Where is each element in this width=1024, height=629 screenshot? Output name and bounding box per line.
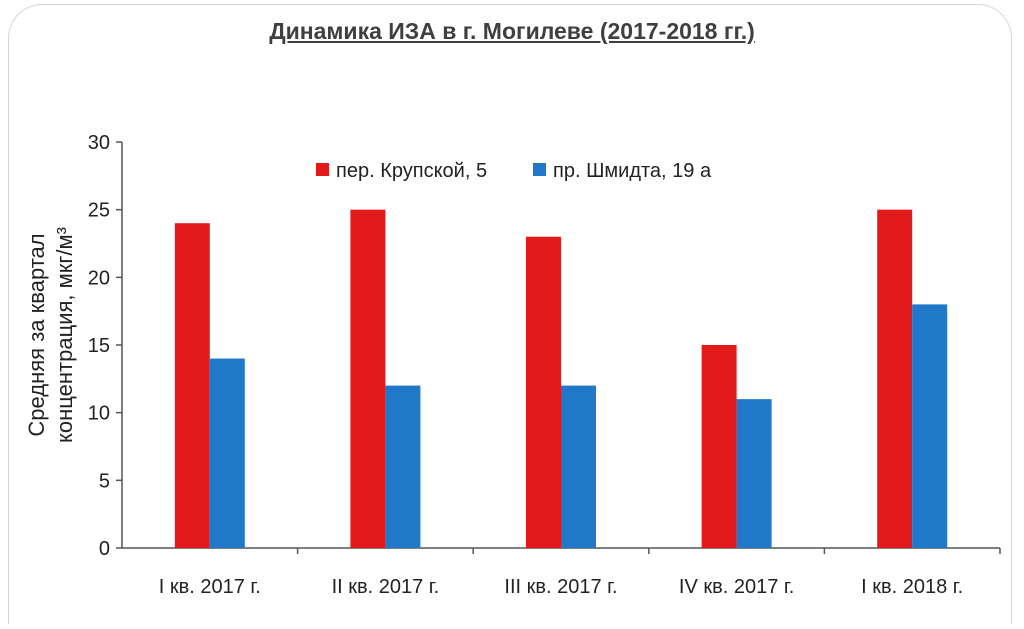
y-tick-label: 25 bbox=[88, 200, 110, 222]
bar-shmidta bbox=[912, 304, 948, 548]
bar-krupskoy bbox=[174, 223, 210, 548]
y-axis-title-line1: Средняя за квартал bbox=[24, 233, 49, 436]
y-tick-label: 10 bbox=[88, 403, 110, 425]
bars bbox=[174, 209, 948, 548]
legend-swatch bbox=[316, 163, 329, 176]
bar-shmidta bbox=[561, 385, 596, 548]
x-tick-label: I кв. 2017 г. bbox=[159, 576, 261, 598]
bar-krupskoy bbox=[350, 209, 386, 548]
slide-title: Динамика ИЗА в г. Могилеве (2017-2018 гг… bbox=[269, 18, 755, 44]
x-tick-label: III кв. 2017 г. bbox=[504, 576, 617, 598]
y-tick-label: 30 bbox=[88, 132, 110, 154]
x-tick-label: IV кв. 2017 г. bbox=[679, 576, 794, 598]
legend: пер. Крупской, 5 пр. Шмидта, 19 а bbox=[316, 160, 712, 182]
bar-krupskoy bbox=[877, 209, 913, 548]
y-tick-label: 15 bbox=[88, 335, 110, 357]
legend-label: пр. Шмидта, 19 а bbox=[553, 160, 712, 182]
bar-shmidta bbox=[385, 385, 421, 548]
legend-swatch bbox=[533, 163, 546, 176]
y-axis-title: Средняя за квартал концентрация, мкг/м³ bbox=[24, 227, 77, 443]
bar-krupskoy bbox=[526, 236, 561, 548]
bar-krupskoy bbox=[701, 345, 737, 548]
y-axis-title-line2: концентрация, мкг/м³ bbox=[52, 227, 77, 443]
x-tick-label: II кв. 2017 г. bbox=[332, 576, 440, 598]
bar-shmidta bbox=[209, 358, 245, 548]
bar-shmidta bbox=[736, 399, 772, 548]
slide-frame bbox=[8, 4, 1012, 624]
y-tick-label: 0 bbox=[99, 538, 110, 560]
y-tick-label: 20 bbox=[88, 267, 110, 289]
x-tick-label: I кв. 2018 г. bbox=[861, 576, 963, 598]
legend-label: пер. Крупской, 5 bbox=[336, 160, 487, 182]
y-tick-label: 5 bbox=[99, 470, 110, 492]
